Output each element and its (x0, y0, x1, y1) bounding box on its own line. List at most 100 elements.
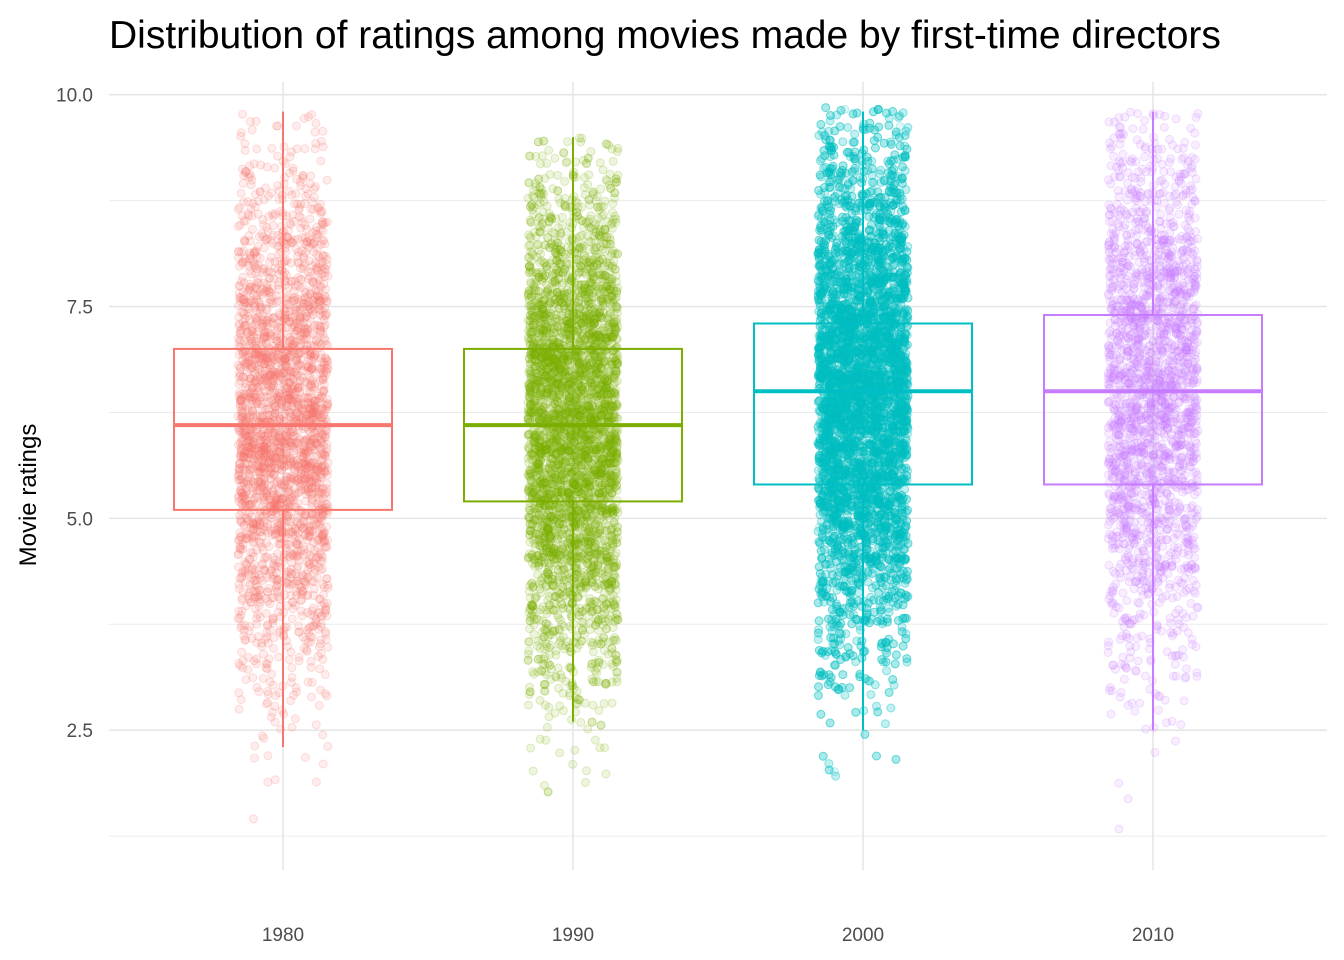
data-point (287, 672, 297, 682)
data-point (294, 307, 304, 317)
data-point (290, 714, 300, 724)
data-point (277, 517, 287, 527)
data-point (242, 412, 251, 422)
data-point (241, 566, 251, 576)
data-point (239, 197, 249, 207)
data-point (322, 691, 332, 701)
chart-title: Distribution of ratings among movies mad… (109, 14, 1221, 57)
data-point (236, 396, 246, 406)
data-point (562, 157, 572, 167)
data-point (237, 499, 247, 509)
data-point (313, 459, 323, 469)
data-point (248, 426, 258, 436)
data-point (276, 456, 286, 466)
data-point (305, 441, 315, 451)
data-point (308, 489, 318, 499)
data-point (291, 569, 300, 579)
data-point (283, 356, 293, 366)
data-point (268, 368, 277, 378)
data-point (267, 513, 277, 523)
data-point (287, 190, 297, 200)
data-point (253, 196, 263, 206)
data-point (266, 252, 276, 262)
data-point (259, 442, 269, 451)
data-point (236, 188, 246, 198)
data-point (234, 659, 244, 668)
data-point (236, 247, 246, 257)
data-point (581, 778, 590, 787)
data-point (280, 441, 290, 451)
data-point (555, 748, 565, 758)
data-point (252, 638, 262, 648)
data-point (292, 687, 301, 697)
data-point (307, 692, 316, 702)
data-point (248, 519, 258, 529)
data-point (300, 144, 310, 154)
data-point (259, 521, 269, 531)
data-point (260, 634, 270, 644)
data-point (234, 704, 244, 714)
data-point (254, 537, 264, 547)
data-point (584, 170, 594, 180)
data-point (323, 458, 333, 468)
data-point (236, 131, 246, 141)
data-point (320, 239, 330, 249)
data-point (570, 745, 580, 755)
data-point (265, 435, 275, 445)
data-point (280, 267, 290, 277)
data-point (268, 614, 278, 624)
data-point (275, 414, 285, 424)
data-point (294, 627, 304, 637)
data-point (311, 519, 321, 529)
data-point (319, 279, 329, 289)
data-point (288, 597, 298, 607)
data-point (271, 691, 281, 701)
data-point (598, 165, 608, 175)
data-point (259, 243, 269, 253)
data-point (304, 366, 314, 376)
data-point (303, 590, 313, 600)
data-point (267, 451, 277, 461)
data-point (307, 677, 317, 687)
data-point (315, 664, 325, 674)
data-point (235, 528, 245, 538)
data-point (267, 209, 277, 219)
data-point (256, 473, 266, 483)
data-point (261, 552, 271, 562)
data-point (264, 583, 274, 593)
data-point (303, 531, 313, 541)
data-point (264, 266, 274, 276)
data-point (315, 639, 325, 649)
data-point (316, 473, 326, 483)
data-point (272, 575, 282, 585)
data-point (273, 652, 283, 662)
data-point (296, 582, 306, 592)
data-point (279, 401, 289, 411)
data-point (259, 333, 269, 343)
data-point (318, 142, 328, 152)
data-point (233, 205, 243, 214)
data-point (271, 583, 281, 593)
data-point (295, 444, 305, 454)
data-point (250, 320, 260, 329)
data-point (270, 775, 280, 785)
data-point (251, 481, 261, 491)
data-point (295, 312, 305, 322)
data-point (262, 354, 272, 363)
data-point (594, 706, 604, 715)
data-point (239, 278, 249, 288)
data-point (249, 814, 258, 824)
data-point (607, 698, 617, 708)
data-point (608, 199, 618, 209)
data-point (282, 368, 292, 378)
data-point (318, 759, 328, 769)
data-point (277, 464, 287, 474)
data-point (302, 548, 312, 558)
data-point (244, 394, 254, 404)
data-point (241, 166, 251, 176)
data-point (320, 268, 330, 278)
data-point (297, 590, 307, 599)
data-point (245, 279, 255, 289)
data-point (321, 602, 331, 612)
